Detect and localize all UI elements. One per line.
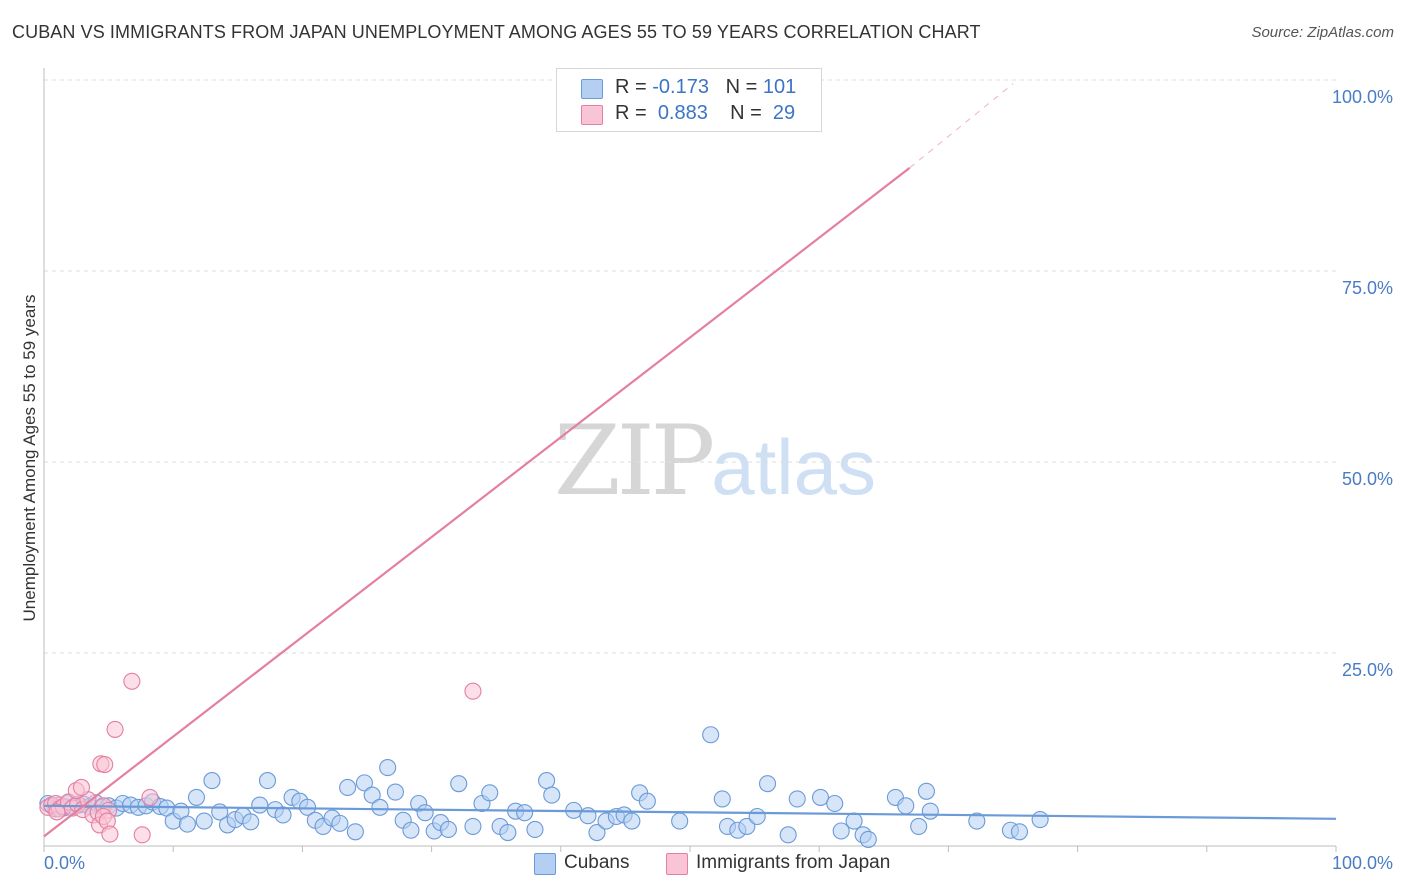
- legend-n-label: N =: [730, 102, 762, 124]
- trend-line-japan-extension: [909, 83, 1014, 169]
- point-cubans: [1031, 811, 1049, 829]
- point-cubans: [1010, 823, 1029, 841]
- point-cubans: [702, 726, 720, 744]
- points-layer: [39, 71, 1049, 848]
- point-cubans: [187, 788, 206, 806]
- point-japan: [96, 755, 114, 774]
- legend-n-value: 101: [762, 76, 797, 98]
- trend-line-japan: [43, 166, 911, 838]
- point-cubans: [499, 823, 517, 842]
- point-cubans: [416, 804, 434, 822]
- point-japan: [101, 825, 119, 843]
- point-japan: [106, 720, 124, 738]
- point-cubans: [516, 804, 534, 822]
- point-cubans: [538, 772, 556, 790]
- point-cubans: [363, 786, 381, 804]
- point-cubans: [897, 797, 915, 815]
- point-cubans: [671, 812, 689, 830]
- legend-text-japan: R = 0.883 N = 29: [615, 102, 795, 125]
- point-cubans: [258, 772, 277, 790]
- point-cubans: [371, 798, 389, 816]
- legend-n-label: N =: [725, 76, 758, 98]
- point-cubans: [402, 821, 420, 839]
- point-cubans: [178, 815, 196, 833]
- point-cubans: [543, 786, 561, 804]
- point-cubans: [779, 826, 797, 844]
- point-japan: [123, 672, 141, 690]
- point-cubans: [917, 782, 935, 800]
- point-cubans: [921, 802, 939, 820]
- legend-swatch-japan: [581, 105, 603, 125]
- point-cubans: [713, 790, 731, 808]
- correlation-legend: R = -0.173 N = 101 R = 0.883 N = 29: [556, 68, 822, 132]
- watermark-zip: ZIP: [554, 405, 715, 517]
- legend-n-value: 29: [772, 102, 796, 124]
- point-cubans: [450, 775, 468, 793]
- point-japan: [48, 803, 66, 821]
- point-cubans: [386, 783, 404, 801]
- point-japan: [141, 788, 159, 806]
- point-japan: [72, 778, 91, 797]
- series-swatch-cubans: [534, 853, 556, 875]
- chart-source: Source: ZipAtlas.com: [1251, 24, 1394, 41]
- legend-text-cubans: R = -0.173 N = 101: [615, 76, 796, 99]
- point-cubans: [195, 812, 213, 830]
- y-tick-label: 75.0%: [1342, 278, 1393, 298]
- legend-r-value: 0.883: [657, 102, 708, 124]
- point-cubans: [826, 794, 844, 813]
- point-cubans: [464, 817, 482, 835]
- series-swatch-japan: [666, 853, 688, 875]
- watermark-atlas: atlas: [711, 423, 876, 511]
- point-cubans: [339, 778, 357, 797]
- watermark: ZIPatlas: [554, 405, 876, 517]
- point-cubans: [910, 817, 928, 835]
- point-cubans: [274, 806, 292, 824]
- x-tick-label: 100.0%: [1332, 853, 1393, 873]
- series-label-cubans: Cubans: [564, 852, 630, 873]
- point-cubans: [758, 775, 777, 793]
- point-cubans: [968, 812, 986, 830]
- point-cubans: [379, 759, 397, 777]
- legend-r-label: R =: [615, 102, 647, 124]
- y-tick-label: 100.0%: [1332, 87, 1393, 107]
- point-cubans: [203, 772, 221, 790]
- series-label-japan: Immigrants from Japan: [696, 852, 891, 873]
- point-cubans: [526, 820, 544, 839]
- trend-line-cubans: [43, 804, 1337, 820]
- point-cubans: [242, 813, 260, 831]
- y-tick-label: 50.0%: [1342, 469, 1393, 489]
- axis-layer: [43, 68, 1337, 852]
- point-cubans: [346, 823, 364, 841]
- chart-title: CUBAN VS IMMIGRANTS FROM JAPAN UNEMPLOYM…: [12, 22, 981, 42]
- tick-layer: 25.0% 50.0% 75.0% 100.0% 0.0% 100.0%: [44, 87, 1393, 873]
- point-cubans: [588, 823, 606, 842]
- point-cubans: [748, 807, 766, 826]
- grid-layer: [44, 79, 1336, 654]
- point-japan: [464, 682, 482, 700]
- point-japan: [133, 826, 151, 844]
- y-axis-label: Unemployment Among Ages 55 to 59 years: [20, 295, 39, 622]
- point-cubans: [738, 817, 756, 835]
- point-cubans: [638, 792, 656, 810]
- point-cubans: [481, 784, 499, 802]
- legend-r-label: R =: [615, 76, 647, 98]
- point-cubans: [859, 830, 877, 848]
- point-cubans: [845, 812, 863, 830]
- point-cubans: [355, 774, 373, 792]
- legend-r-value: -0.173: [652, 76, 709, 98]
- point-cubans: [251, 796, 269, 814]
- legend-swatch-cubans: [581, 79, 603, 99]
- x-tick-label: 0.0%: [44, 853, 85, 873]
- y-tick-label: 25.0%: [1342, 660, 1393, 680]
- point-cubans: [439, 820, 457, 839]
- point-cubans: [331, 814, 349, 832]
- trend-layer: [43, 83, 1337, 838]
- point-cubans: [811, 788, 830, 806]
- point-cubans: [832, 822, 850, 840]
- point-cubans: [788, 790, 806, 808]
- point-cubans: [623, 812, 641, 830]
